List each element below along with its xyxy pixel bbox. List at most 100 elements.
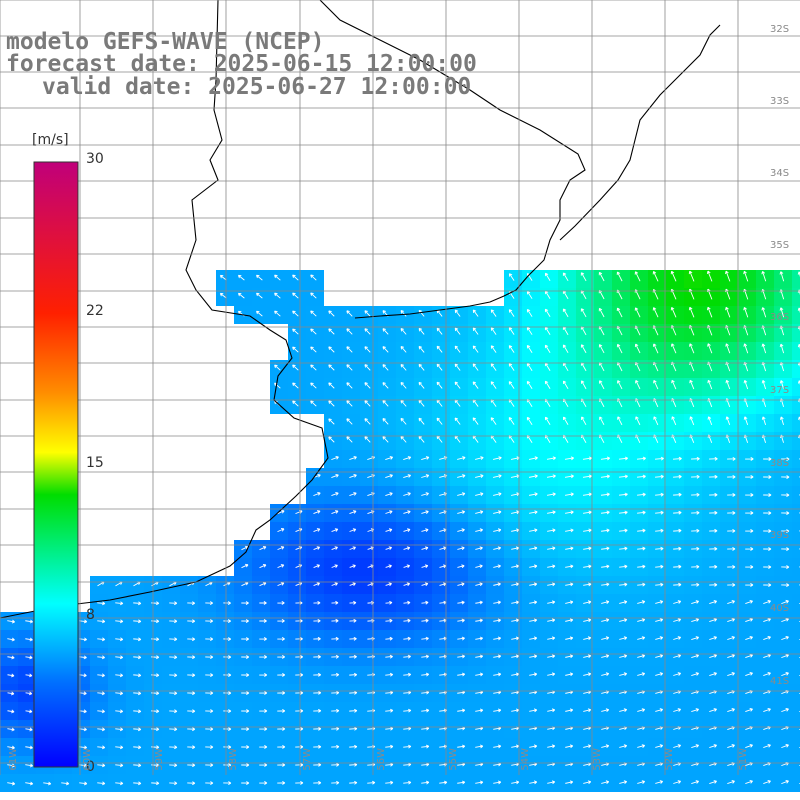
wind-arrow xyxy=(472,363,479,371)
wind-arrow xyxy=(688,306,695,318)
wind-arrow xyxy=(241,709,250,713)
wind-cell xyxy=(792,414,800,432)
wind-cell xyxy=(792,666,800,684)
wind-arrow xyxy=(475,636,483,641)
wind-arrow xyxy=(529,708,538,713)
wind-arrow xyxy=(745,599,753,605)
wind-arrow xyxy=(763,457,772,461)
wind-arrow xyxy=(349,600,357,605)
wind-arrow xyxy=(205,727,214,732)
wind-arrow xyxy=(511,564,520,569)
wind-arrow xyxy=(598,307,605,318)
wind-arrow xyxy=(403,474,412,478)
wind-arrow xyxy=(691,708,700,712)
wind-arrow xyxy=(490,345,497,353)
wind-arrow xyxy=(475,600,483,605)
wind-arrow xyxy=(115,637,124,642)
wind-arrow xyxy=(797,325,800,332)
wind-arrow xyxy=(205,781,214,786)
wind-arrow xyxy=(400,381,407,389)
wind-arrow xyxy=(763,565,772,569)
wind-arrow xyxy=(763,583,772,587)
wind-arrow xyxy=(382,382,389,389)
wind-arrow xyxy=(403,744,412,749)
wind-arrow xyxy=(797,271,800,278)
wind-arrow xyxy=(97,673,105,678)
wind-arrow xyxy=(634,307,641,318)
wind-arrow xyxy=(601,744,610,749)
wind-arrow xyxy=(618,474,628,479)
wind-arrow xyxy=(187,601,196,606)
wind-arrow xyxy=(187,763,196,768)
wind-arrow xyxy=(475,672,484,677)
wind-arrow xyxy=(743,416,749,426)
wind-arrow xyxy=(781,457,790,462)
wind-arrow xyxy=(7,619,16,624)
wind-arrow xyxy=(565,582,574,587)
wind-arrow xyxy=(277,708,286,713)
wind-arrow xyxy=(421,492,429,496)
wind-arrow xyxy=(490,327,497,335)
wind-arrow xyxy=(331,618,339,623)
wind-arrow xyxy=(79,637,87,642)
lon-label-61w: 61W xyxy=(8,748,19,771)
wind-arrow xyxy=(385,780,394,785)
wind-arrow xyxy=(619,744,628,748)
wind-arrow xyxy=(169,655,178,660)
wind-arrow xyxy=(25,637,33,642)
wind-arrow xyxy=(691,546,700,551)
wind-arrow xyxy=(601,546,610,551)
wind-arrow xyxy=(259,673,268,677)
wind-arrow xyxy=(313,636,321,641)
wind-arrow xyxy=(169,781,178,786)
wind-arrow xyxy=(745,744,753,749)
wind-arrow xyxy=(655,600,664,604)
wind-arrow xyxy=(187,745,196,750)
wind-arrow xyxy=(745,672,753,677)
wind-arrow xyxy=(457,582,465,587)
wind-arrow xyxy=(187,727,196,732)
wind-arrow xyxy=(635,380,641,390)
wind-arrow xyxy=(562,272,569,282)
wind-arrow xyxy=(237,292,245,299)
wind-arrow xyxy=(547,564,556,569)
wind-arrow xyxy=(526,290,533,299)
wind-arrow xyxy=(781,617,789,623)
wind-arrow xyxy=(61,781,70,786)
wind-arrow xyxy=(331,672,340,677)
wind-arrow xyxy=(346,382,353,389)
wind-arrow xyxy=(511,582,520,587)
wind-arrow xyxy=(454,363,461,371)
wind-arrow xyxy=(564,492,574,497)
wind-arrow xyxy=(115,727,124,732)
wind-arrow xyxy=(187,655,196,660)
wind-arrow xyxy=(292,328,299,335)
wind-arrow xyxy=(205,709,214,714)
wind-arrow xyxy=(277,546,285,551)
wind-cell xyxy=(792,558,800,576)
wind-arrow xyxy=(562,308,569,318)
wind-arrow xyxy=(546,492,556,497)
wind-arrow xyxy=(403,618,411,623)
wind-arrow xyxy=(403,636,411,641)
wind-arrow xyxy=(619,546,628,551)
wind-arrow xyxy=(583,708,592,713)
wind-arrow xyxy=(493,744,502,749)
wind-arrow xyxy=(313,672,322,677)
wind-arrow xyxy=(781,707,789,713)
wind-arrow xyxy=(582,456,593,461)
wind-arrow xyxy=(349,564,356,569)
wind-arrow xyxy=(295,654,303,659)
wind-arrow xyxy=(7,745,15,750)
wind-arrow xyxy=(691,636,700,640)
wind-arrow xyxy=(313,744,322,749)
wind-arrow xyxy=(277,619,285,623)
wind-arrow xyxy=(528,456,538,461)
wind-arrow xyxy=(616,271,623,282)
wind-arrow xyxy=(79,745,88,750)
wind-arrow xyxy=(313,690,322,695)
lat-label-33s: 33S xyxy=(770,96,790,107)
wind-arrow xyxy=(169,727,178,732)
wind-arrow xyxy=(421,582,429,587)
wind-arrow xyxy=(241,745,250,749)
